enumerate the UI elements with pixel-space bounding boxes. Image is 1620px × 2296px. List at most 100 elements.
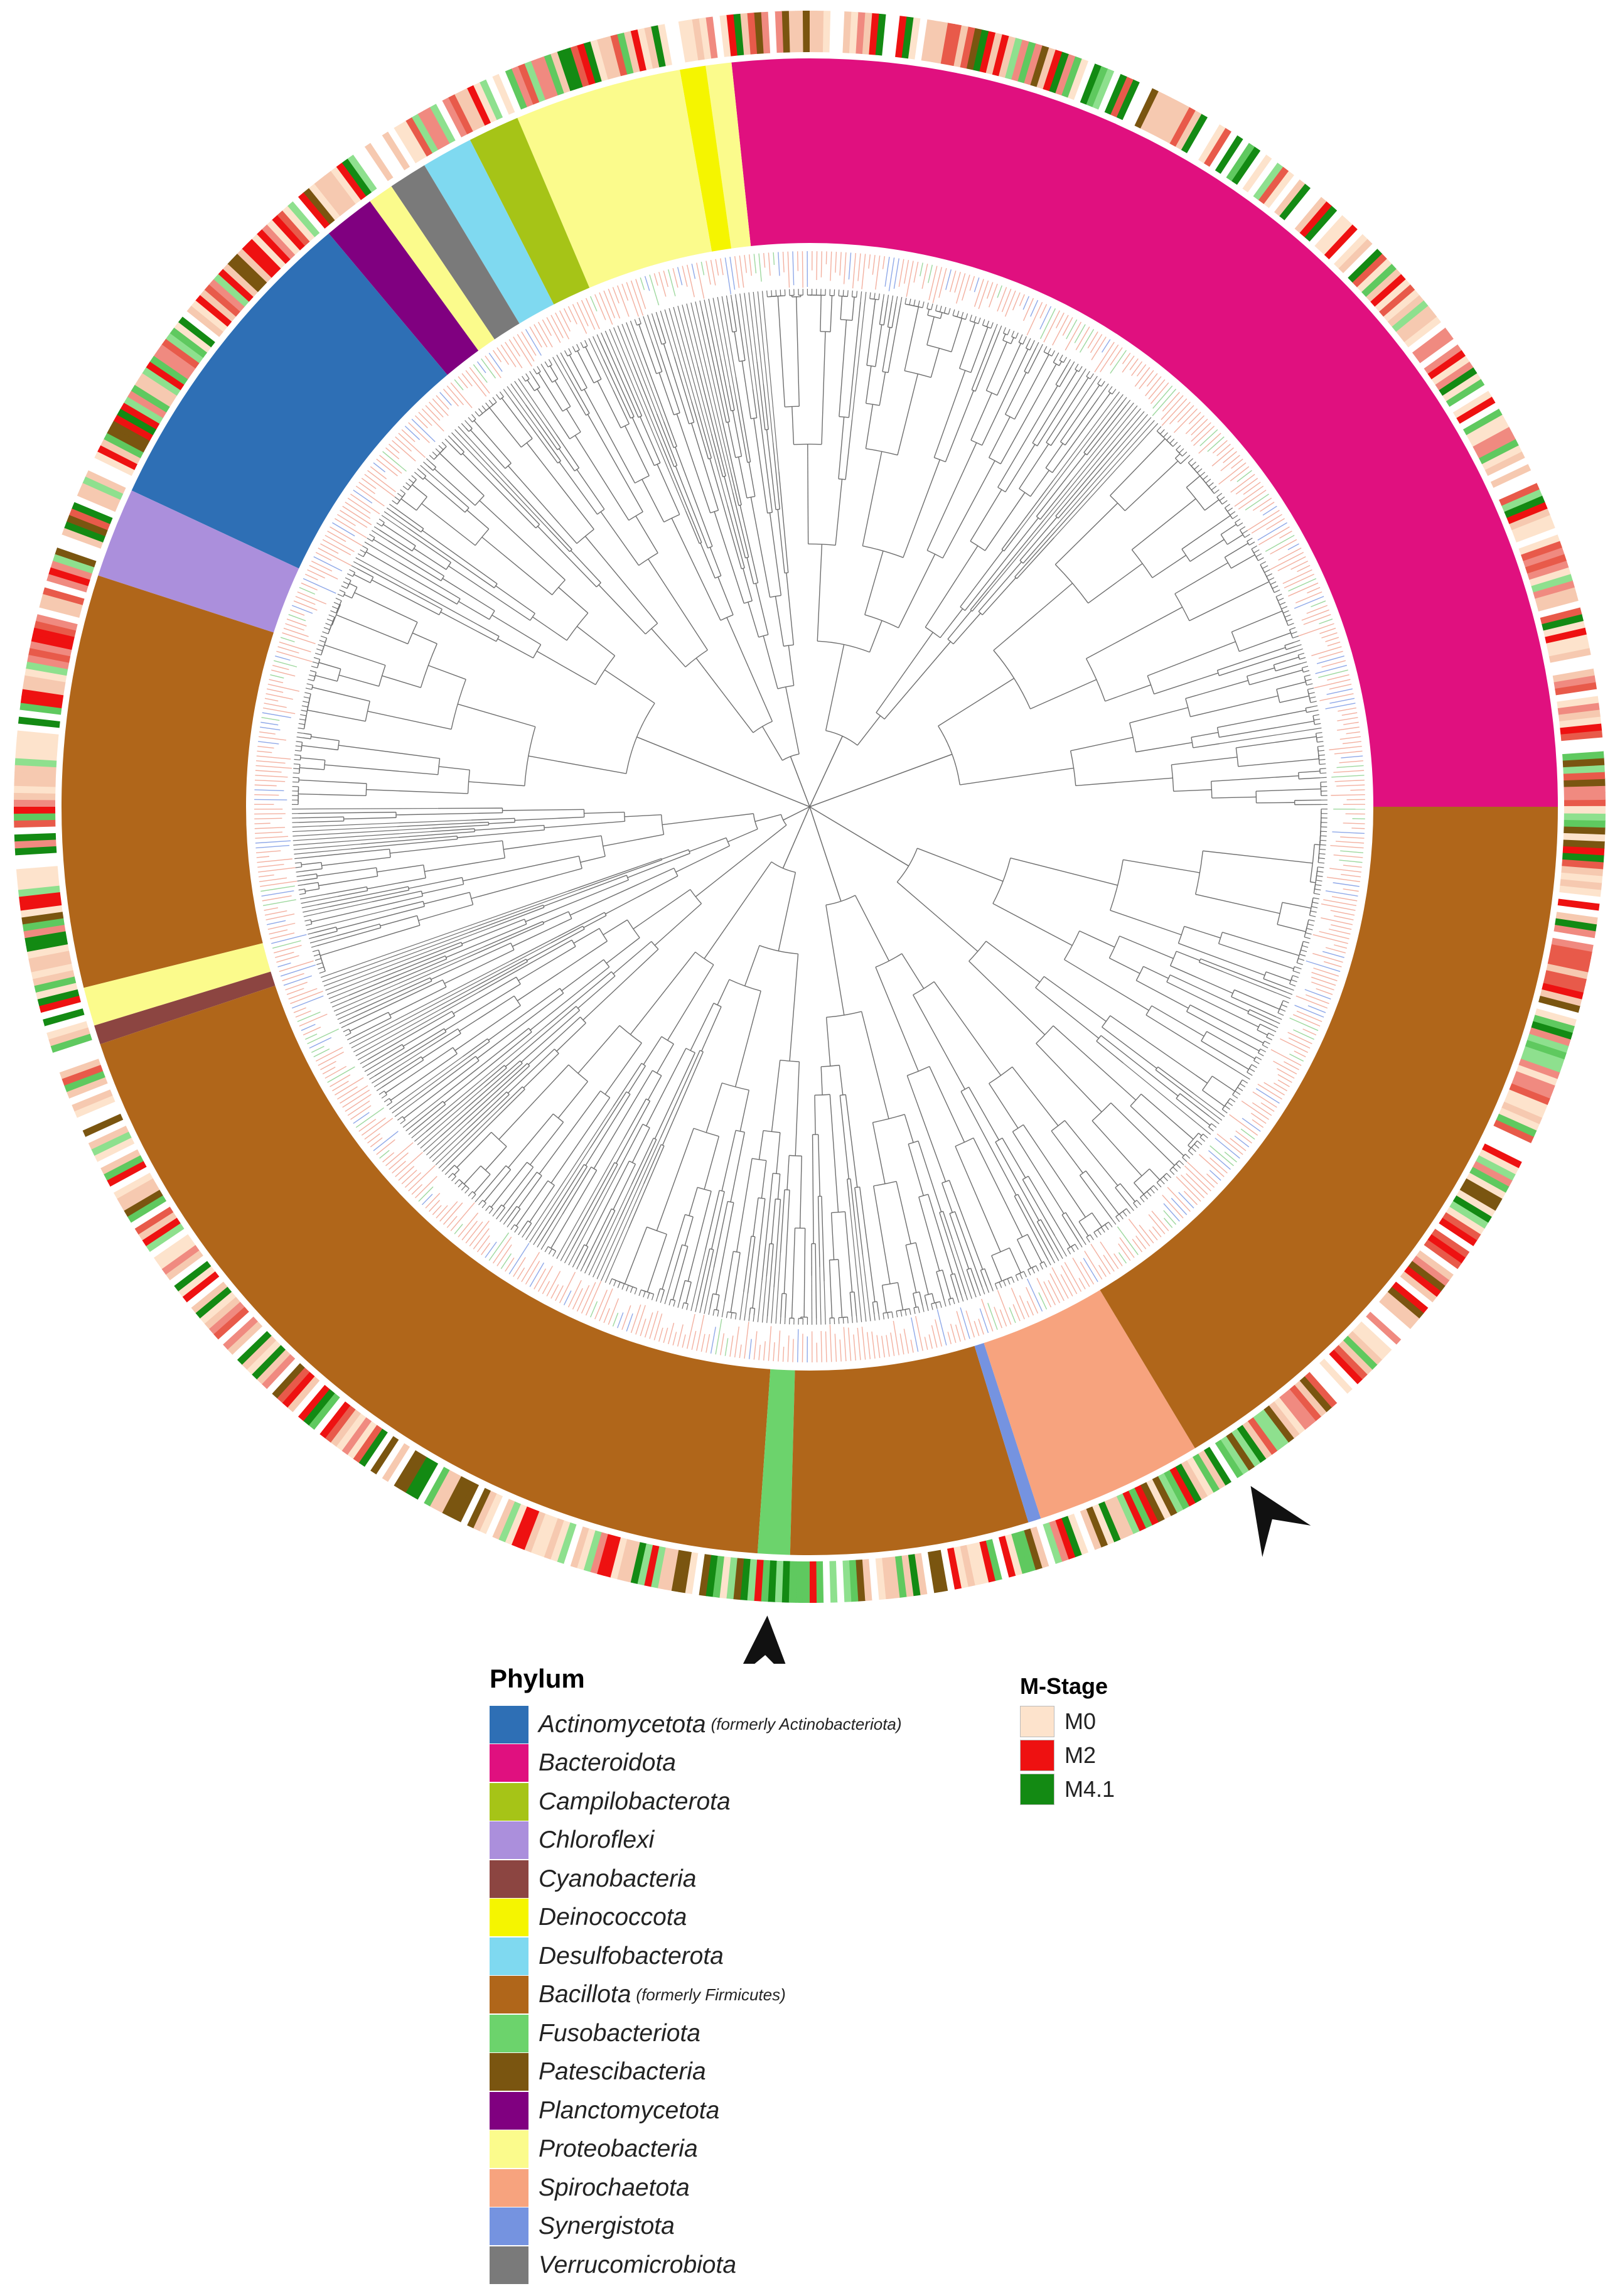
tree-branch bbox=[1202, 1089, 1225, 1107]
tip-mark bbox=[626, 282, 640, 317]
tip-mark bbox=[303, 1027, 321, 1036]
tree-branch bbox=[924, 1295, 928, 1305]
m-stage-tip bbox=[113, 414, 156, 443]
phylum-segment bbox=[391, 165, 520, 340]
tree-branch bbox=[845, 419, 853, 480]
m-stage-tip bbox=[1530, 579, 1575, 600]
tree-branch bbox=[1317, 866, 1324, 868]
tip-mark bbox=[461, 373, 473, 387]
tip-mark bbox=[550, 1284, 559, 1299]
m-stage-tip bbox=[712, 1553, 726, 1598]
tip-mark bbox=[787, 1335, 790, 1362]
tree-branch bbox=[510, 1224, 515, 1231]
tip-mark bbox=[443, 1202, 463, 1225]
tree-branch bbox=[537, 389, 571, 439]
tip-mark bbox=[994, 1307, 1002, 1329]
tip-mark bbox=[590, 296, 598, 312]
tree-branch bbox=[624, 1227, 648, 1285]
tree-branch bbox=[660, 442, 702, 543]
tip-mark bbox=[398, 433, 426, 458]
tree-branch bbox=[458, 703, 536, 728]
tip-mark bbox=[898, 259, 904, 287]
m-stage-tip bbox=[1016, 41, 1036, 87]
tree-branch bbox=[897, 1282, 904, 1310]
tip-mark bbox=[608, 1298, 620, 1325]
m-stage-tip bbox=[14, 758, 60, 768]
tree-branch bbox=[1039, 344, 1043, 350]
tree-branch bbox=[365, 551, 458, 605]
tip-mark bbox=[1343, 888, 1359, 892]
tree-branch bbox=[521, 1221, 528, 1231]
tree-branch bbox=[872, 1122, 886, 1184]
tip-mark bbox=[1342, 741, 1361, 745]
tree-branch bbox=[299, 767, 325, 770]
tip-mark bbox=[567, 1280, 582, 1308]
m-stage-tip bbox=[739, 13, 751, 58]
tree-branch bbox=[1222, 932, 1299, 956]
tree-branch bbox=[488, 399, 493, 406]
tree-branch bbox=[960, 767, 1074, 785]
tree-branch bbox=[909, 1308, 911, 1315]
tree-branch bbox=[390, 840, 503, 854]
phylum-segment bbox=[680, 65, 732, 252]
phylum-legend-label: Bacteroidota bbox=[539, 1749, 676, 1777]
tip-mark bbox=[1209, 1170, 1221, 1181]
tree-branch bbox=[1184, 925, 1221, 939]
tree-branch bbox=[1122, 397, 1127, 402]
tip-mark bbox=[857, 1327, 861, 1361]
m-stage-tip bbox=[22, 917, 68, 932]
m-stage-tip bbox=[1245, 158, 1278, 199]
tree-branch bbox=[454, 1165, 460, 1170]
tree-branch bbox=[854, 1291, 857, 1317]
tip-mark bbox=[1284, 573, 1314, 589]
m-stage-tip bbox=[442, 1473, 469, 1517]
tree-branch bbox=[605, 875, 679, 915]
tree-branch bbox=[1014, 354, 1049, 420]
tree-branch bbox=[355, 557, 419, 593]
tree-branch bbox=[430, 828, 475, 833]
tree-branch bbox=[1128, 411, 1145, 431]
tree-branch bbox=[1017, 1271, 1024, 1275]
tree-branch bbox=[1214, 489, 1220, 494]
tip-mark bbox=[1094, 342, 1115, 373]
tree-branch bbox=[382, 524, 416, 546]
tree-branch bbox=[935, 305, 938, 311]
tree-branch bbox=[299, 718, 306, 721]
m-stage-tip bbox=[1009, 39, 1029, 85]
m-stage-tip bbox=[346, 154, 379, 196]
tree-branch bbox=[536, 1164, 585, 1240]
tree-branch bbox=[458, 426, 508, 480]
tree-branch bbox=[758, 1197, 765, 1199]
tip-mark bbox=[644, 1312, 653, 1338]
tree-branch bbox=[515, 1180, 549, 1227]
tree-branch bbox=[1298, 770, 1321, 773]
tree-branch bbox=[1191, 1097, 1223, 1121]
m-stage-legend-title: M-Stage bbox=[1020, 1673, 1108, 1699]
tree-branch bbox=[645, 1048, 687, 1126]
phylum-legend-title: Phylum bbox=[490, 1664, 585, 1693]
tree-branch bbox=[847, 290, 849, 297]
tree-branch bbox=[397, 1116, 403, 1121]
m-stage-tip bbox=[952, 25, 968, 71]
tip-mark bbox=[358, 1119, 377, 1132]
tree-branch bbox=[312, 687, 370, 702]
tree-branch bbox=[373, 945, 463, 981]
tree-branch bbox=[1252, 551, 1258, 559]
tree-branch bbox=[882, 1313, 884, 1320]
m-stage-tip bbox=[24, 668, 70, 684]
tip-mark bbox=[1122, 355, 1135, 373]
tree-branch bbox=[986, 320, 990, 327]
tree-branch bbox=[866, 299, 876, 366]
phylum-segment bbox=[517, 70, 712, 289]
m-stage-legend-row: M4.1 bbox=[1020, 1772, 1284, 1806]
tree-branch bbox=[1304, 674, 1311, 677]
m-stage-tip bbox=[375, 135, 406, 177]
tree-branch bbox=[309, 670, 316, 673]
tree-branch bbox=[317, 927, 381, 946]
tree-branch bbox=[1172, 441, 1178, 447]
tree-branch bbox=[660, 1050, 700, 1139]
tip-mark bbox=[264, 910, 287, 916]
tree-branch bbox=[512, 918, 572, 947]
tree-branch bbox=[432, 466, 437, 471]
tree-branch bbox=[646, 1234, 667, 1293]
